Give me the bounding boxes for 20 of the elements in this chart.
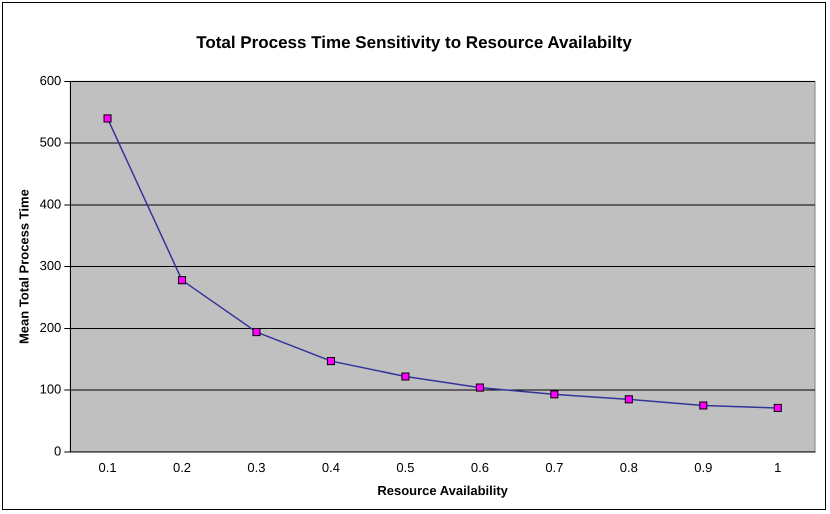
y-tick-label: 300	[40, 258, 62, 274]
y-tick-label: 200	[40, 320, 62, 335]
x-tick-label: 1	[774, 460, 782, 476]
x-tick-label: 0.2	[172, 460, 192, 476]
y-tick-label: 500	[40, 134, 62, 150]
chart-title: Total Process Time Sensitivity to Resource Availabilty	[196, 32, 632, 52]
y-tick-label: 400	[40, 196, 62, 212]
x-tick-label: 0.8	[620, 460, 638, 476]
x-axis-title: Resource Availability	[377, 482, 509, 498]
x-tick-label: 0.5	[396, 460, 414, 476]
x-tick-label: 0.9	[694, 460, 712, 476]
x-tick-label: 0.1	[98, 460, 117, 476]
y-axis-title: Mean Total Process Time	[16, 189, 32, 344]
y-tick-label: 0	[54, 443, 62, 458]
x-tick-label: 0.6	[470, 460, 489, 476]
y-tick-label: 600	[40, 72, 62, 88]
x-tick-label: 0.4	[322, 460, 340, 476]
y-tick-label: 100	[40, 382, 62, 397]
x-tick-label: 0.7	[545, 460, 564, 476]
x-tick-label: 0.3	[247, 460, 266, 476]
